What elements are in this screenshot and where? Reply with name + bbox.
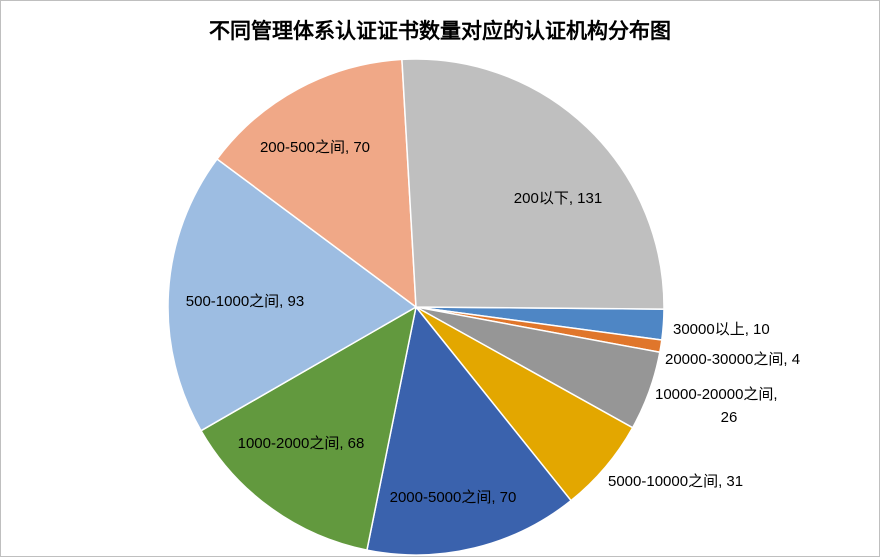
slice-label-3: 5000-10000之间, 31 bbox=[608, 473, 743, 490]
slice-label-7: 200-500之间, 70 bbox=[260, 139, 370, 156]
slice-label-8: 200以下, 131 bbox=[514, 190, 602, 207]
slice-label-6: 500-1000之间, 93 bbox=[186, 293, 304, 310]
slice-label-0: 30000以上, 10 bbox=[673, 321, 770, 338]
slice-label-2-line2: 26 bbox=[721, 409, 738, 426]
pie-slice-7 bbox=[215, 58, 417, 309]
pie-slice-4 bbox=[366, 305, 573, 556]
pie-slice-5 bbox=[200, 305, 418, 551]
slice-label-4: 2000-5000之间, 70 bbox=[390, 489, 517, 506]
pie-slice-6 bbox=[167, 157, 418, 432]
pie-slice-8 bbox=[401, 58, 665, 310]
slice-label-2: 10000-20000之间, bbox=[655, 386, 778, 403]
slice-label-1: 20000-30000之间, 4 bbox=[665, 351, 800, 368]
chart-title: 不同管理体系认证证书数量对应的认证机构分布图 bbox=[209, 19, 671, 43]
slice-label-5: 1000-2000之间, 68 bbox=[238, 435, 365, 452]
